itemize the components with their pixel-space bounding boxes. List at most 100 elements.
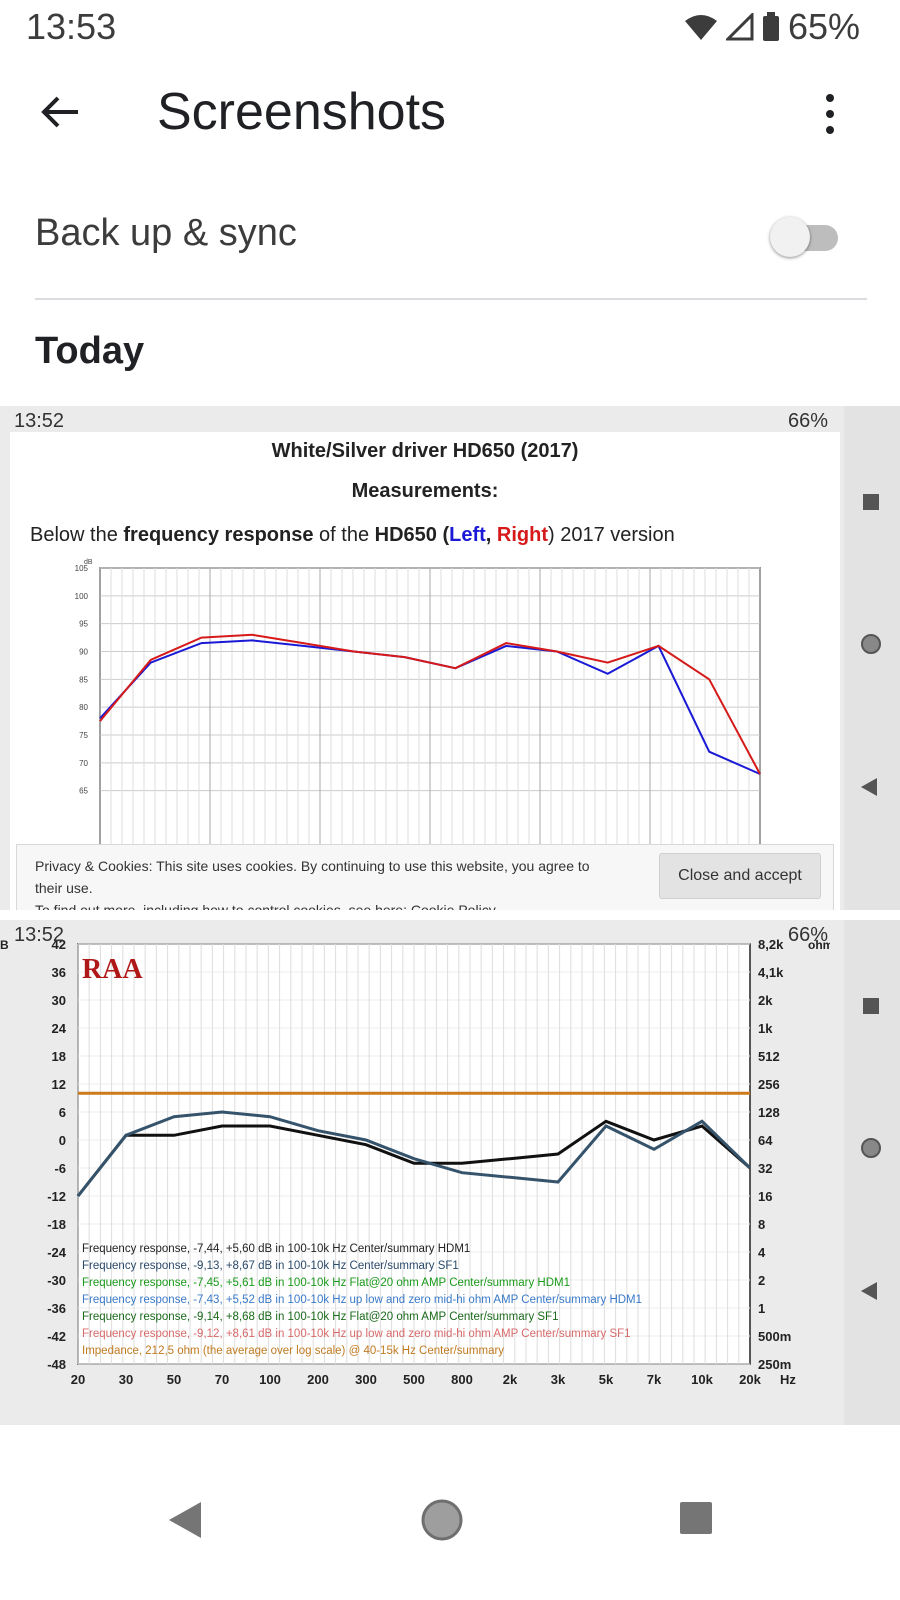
y-right-tick-label: 250m bbox=[758, 1357, 791, 1372]
more-vert-icon[interactable] bbox=[818, 92, 842, 136]
screenshot-thumbnail-2[interactable]: 42 36 30 24 18 12 6 0 -6 -12 -18 -24 -30 -36 -42 -48 8,2… bbox=[0, 920, 900, 1425]
description: Below the frequency response of the HD65… bbox=[30, 524, 675, 547]
x-tick-label: 20k bbox=[739, 1372, 761, 1387]
divider bbox=[35, 298, 867, 300]
recents-nav-icon[interactable] bbox=[678, 1500, 714, 1536]
cookie-banner: Privacy & Cookies: This site uses cookie… bbox=[16, 844, 834, 910]
y-tick-label: -42 bbox=[47, 1329, 66, 1344]
measurements-heading: Measurements: bbox=[351, 480, 499, 502]
y-tick-label: -24 bbox=[47, 1245, 67, 1260]
page-heading: White/Silver driver HD650 (2017) bbox=[271, 440, 579, 462]
x-tick-label: 100 bbox=[259, 1372, 281, 1387]
desc-mid: of the bbox=[313, 524, 375, 546]
desc-comma: , bbox=[485, 524, 497, 546]
x-tick-label: 500 bbox=[403, 1372, 425, 1387]
x-axis-label: Hz bbox=[780, 1372, 796, 1387]
y-tick-label: 70 bbox=[79, 759, 88, 768]
series-line bbox=[76, 1110, 752, 1197]
circle-icon bbox=[861, 634, 881, 654]
cookie-line2: To find out more, including how to contr… bbox=[35, 902, 411, 910]
y-right-tick-label: 128 bbox=[758, 1105, 780, 1120]
legend-entry: Impedance, 212,5 ohm (the average over l… bbox=[82, 1345, 504, 1357]
triangle-icon bbox=[861, 1282, 877, 1300]
desc-bold2: HD650 bbox=[374, 524, 437, 546]
y-right-tick-label: 8 bbox=[758, 1217, 765, 1232]
section-header-today: Today bbox=[35, 330, 145, 372]
legend-entry: Frequency response, -9,12, +8,61 dB in 1… bbox=[82, 1328, 631, 1340]
y-tick-label: 95 bbox=[79, 620, 88, 629]
square-icon bbox=[863, 494, 879, 510]
back-nav-icon[interactable] bbox=[165, 1500, 205, 1540]
thumb-status-battery: 66% bbox=[787, 924, 828, 946]
legend-entry: Frequency response, -9,14, +8,68 dB in 1… bbox=[82, 1311, 558, 1323]
wifi-icon bbox=[684, 15, 717, 40]
y-axis-label: dB bbox=[84, 559, 93, 566]
frequency-chart-2: 42363024181260-6-12-18-24-30-36-42-488,2… bbox=[0, 938, 830, 1387]
x-tick-label: 3k bbox=[551, 1372, 566, 1387]
y-right-tick-label: 500m bbox=[758, 1329, 791, 1344]
thumb-status-battery: 66% bbox=[787, 410, 828, 432]
y-tick-label: 36 bbox=[52, 965, 66, 980]
y-right-tick-label: 2 bbox=[758, 1273, 765, 1288]
y-tick-label: 24 bbox=[52, 1021, 67, 1036]
legend-entry: Frequency response, -7,45, +5,61 dB in 1… bbox=[82, 1277, 570, 1289]
cell-signal-icon bbox=[725, 13, 754, 41]
series-line bbox=[99, 633, 761, 775]
y-tick-label: 105 bbox=[75, 564, 89, 573]
y-tick-label: 30 bbox=[52, 993, 66, 1008]
arrow-back-icon[interactable] bbox=[38, 90, 82, 134]
cookie-policy-link[interactable]: Cookie Policy bbox=[410, 902, 496, 910]
desc-open: ( bbox=[436, 524, 450, 546]
y-tick-label: -30 bbox=[47, 1273, 66, 1288]
y-tick-label: -12 bbox=[47, 1189, 66, 1204]
y-tick-label: 85 bbox=[79, 675, 88, 684]
status-time: 13:53 bbox=[26, 6, 117, 47]
y-tick-label: 80 bbox=[79, 703, 88, 712]
backup-sync-toggle[interactable] bbox=[770, 217, 844, 257]
web-page-content: White/Silver driver HD650 (2017) Measure… bbox=[10, 432, 840, 910]
status-icons: 65% bbox=[684, 6, 860, 48]
y-tick-label: -48 bbox=[47, 1357, 66, 1372]
y-tick-label: -18 bbox=[47, 1217, 66, 1232]
y-left-axis-label: B bbox=[0, 938, 9, 952]
y-right-tick-label: 2k bbox=[758, 993, 773, 1008]
x-tick-label: 800 bbox=[451, 1372, 473, 1387]
y-right-tick-label: 64 bbox=[758, 1133, 773, 1148]
y-right-tick-label: 512 bbox=[758, 1049, 780, 1064]
y-right-tick-label: 1 bbox=[758, 1301, 765, 1316]
y-tick-label: -36 bbox=[47, 1301, 66, 1316]
triangle-icon bbox=[861, 778, 877, 796]
y-right-tick-label: 16 bbox=[758, 1189, 772, 1204]
x-tick-label: 300 bbox=[355, 1372, 377, 1387]
y-tick-label: 18 bbox=[52, 1049, 66, 1064]
y-tick-label: 65 bbox=[79, 787, 88, 796]
y-tick-label: 42 bbox=[52, 938, 66, 952]
y-tick-label: 0 bbox=[59, 1133, 66, 1148]
y-tick-label: 12 bbox=[52, 1077, 66, 1092]
y-tick-label: 75 bbox=[79, 731, 88, 740]
home-nav-icon[interactable] bbox=[420, 1498, 464, 1542]
x-tick-label: 200 bbox=[307, 1372, 329, 1387]
legend-entry: Frequency response, -7,43, +5,52 dB in 1… bbox=[82, 1294, 642, 1306]
x-tick-label: 2k bbox=[503, 1372, 518, 1387]
x-tick-label: 30 bbox=[119, 1372, 133, 1387]
thumb-nav-bar bbox=[844, 920, 900, 1425]
backup-sync-label: Back up & sync bbox=[35, 212, 297, 254]
x-tick-label: 70 bbox=[215, 1372, 229, 1387]
battery-percent: 65% bbox=[787, 6, 860, 47]
close-and-accept-button[interactable]: Close and accept bbox=[659, 853, 821, 899]
y-right-tick-label: 4 bbox=[758, 1245, 766, 1260]
desc-left: Left bbox=[449, 524, 486, 546]
series-line bbox=[76, 1119, 751, 1197]
toggle-knob bbox=[770, 217, 810, 257]
raa-logo: RAA bbox=[82, 954, 143, 985]
desc-right: Right bbox=[496, 524, 548, 546]
square-icon bbox=[863, 998, 879, 1014]
battery-icon bbox=[762, 12, 779, 41]
desc-tail: ) 2017 version bbox=[548, 524, 675, 546]
y-tick-label: 100 bbox=[75, 592, 89, 601]
y-tick-label: -6 bbox=[54, 1161, 66, 1176]
y-right-tick-label: 4,1k bbox=[758, 965, 784, 980]
screenshot-thumbnail-1[interactable]: White/Silver driver HD650 (2017) Measure… bbox=[0, 406, 900, 910]
x-tick-label: 7k bbox=[647, 1372, 662, 1387]
